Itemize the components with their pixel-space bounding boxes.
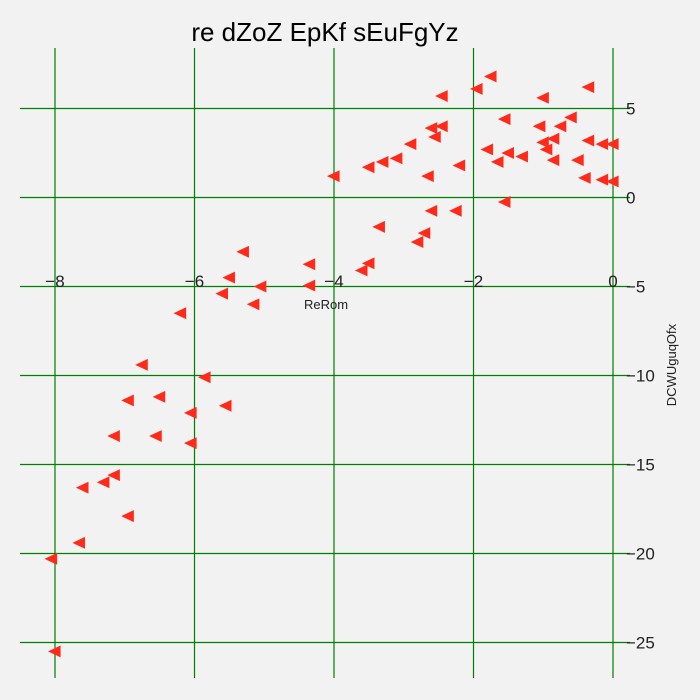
data-point — [246, 298, 260, 311]
data-point — [490, 155, 504, 168]
data-point — [222, 271, 235, 284]
data-point — [417, 227, 431, 240]
data-point — [483, 70, 497, 83]
data-point — [536, 136, 549, 149]
data-point — [361, 257, 375, 270]
data-point — [424, 204, 438, 217]
data-point — [595, 173, 609, 186]
data-point — [424, 122, 438, 135]
y-tick-label: −5 — [626, 278, 645, 297]
data-point — [546, 154, 560, 167]
data-point — [581, 81, 595, 94]
data-point — [96, 476, 110, 489]
x-tick-label: −8 — [45, 272, 64, 291]
chart-title: re dZoZ EpKf sEuFgYz — [191, 17, 458, 47]
data-point — [184, 406, 197, 419]
data-point — [435, 90, 448, 102]
data-point — [546, 132, 560, 145]
data-point — [428, 131, 441, 143]
data-point — [197, 371, 211, 384]
data-point — [302, 279, 316, 292]
data-point — [107, 430, 120, 442]
data-point — [497, 113, 511, 126]
data-point — [327, 170, 340, 183]
data-point — [375, 155, 389, 168]
data-point — [469, 82, 483, 95]
data-point — [121, 394, 134, 407]
data-point — [571, 154, 584, 167]
data-point — [501, 147, 514, 159]
data-point — [606, 138, 619, 151]
y-tick-label: 5 — [626, 100, 635, 119]
data-point — [578, 171, 591, 184]
data-point — [354, 264, 368, 277]
data-point — [72, 536, 86, 549]
data-point — [581, 134, 595, 147]
data-point — [515, 150, 528, 163]
data-point — [480, 143, 494, 156]
data-point — [48, 645, 61, 658]
data-point — [532, 120, 546, 133]
data-point — [421, 170, 434, 183]
y-tick-label: −10 — [626, 367, 655, 386]
data-point — [452, 159, 466, 172]
data-point — [215, 287, 228, 300]
x-tick-label: −2 — [464, 272, 483, 291]
data-point — [536, 91, 549, 104]
data-point — [564, 111, 577, 124]
data-point — [361, 161, 375, 174]
data-point — [435, 120, 448, 133]
data-point — [75, 481, 89, 494]
tick-labels: −8 −6 −4 −2 050−5−10−15−20−25 — [45, 100, 655, 653]
data-point — [236, 245, 249, 258]
data-point — [253, 280, 267, 293]
data-point — [553, 120, 567, 133]
data-point — [539, 143, 553, 156]
data-point — [302, 258, 316, 271]
data-point — [389, 152, 403, 165]
data-points — [44, 70, 619, 658]
grid — [20, 48, 630, 678]
data-point — [44, 552, 58, 565]
data-point — [135, 358, 148, 371]
data-point — [184, 437, 197, 450]
x-tick-label: −4 — [324, 272, 343, 291]
data-point — [107, 469, 120, 482]
data-point — [606, 175, 619, 188]
y-axis-label: DCWUguqOfx — [664, 323, 679, 406]
data-point — [218, 399, 232, 412]
data-point — [149, 430, 162, 442]
y-tick-label: −20 — [626, 545, 655, 564]
data-point — [173, 307, 187, 320]
data-point — [410, 236, 424, 248]
y-tick-label: −25 — [626, 634, 655, 653]
data-point — [497, 196, 511, 208]
y-tick-label: −15 — [626, 456, 655, 475]
data-point — [152, 390, 166, 403]
data-point — [372, 220, 385, 233]
data-point — [403, 138, 417, 151]
y-tick-label: 0 — [626, 189, 635, 208]
x-tick-label: −6 — [185, 272, 204, 291]
x-tick-label: 0 — [608, 272, 617, 291]
data-point — [121, 510, 134, 523]
data-point — [595, 138, 609, 151]
x-axis-label: ReRom — [304, 297, 348, 312]
data-point — [449, 204, 462, 217]
